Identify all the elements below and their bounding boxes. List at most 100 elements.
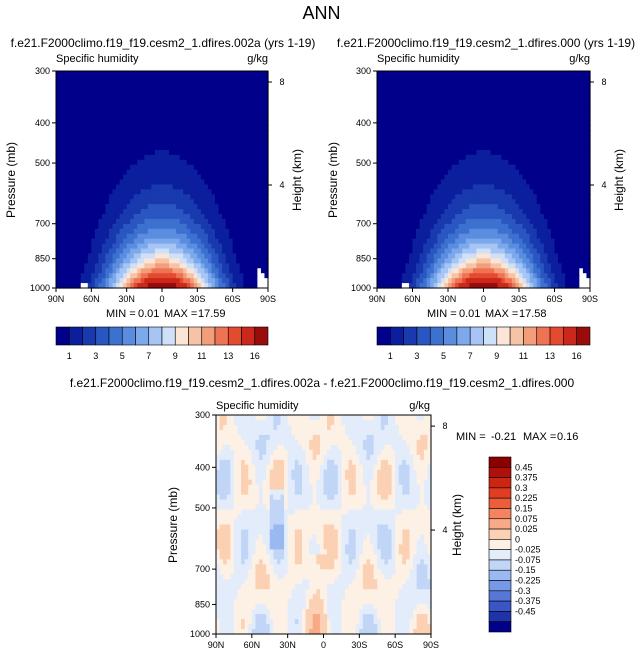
field-cell xyxy=(547,154,552,161)
field-cell xyxy=(218,209,223,215)
field-cell xyxy=(109,179,114,186)
field-cell xyxy=(490,85,495,92)
field-cell xyxy=(211,120,216,126)
field-cell xyxy=(193,115,198,121)
field-cell xyxy=(547,248,552,255)
field-cell xyxy=(207,144,213,151)
field-cell xyxy=(144,71,149,77)
field-cell xyxy=(133,174,138,181)
field-cell xyxy=(448,228,453,235)
field-cell xyxy=(151,209,156,215)
field-cell xyxy=(137,243,142,250)
field-cell xyxy=(77,125,82,131)
field-cell xyxy=(384,120,389,126)
field-cell xyxy=(472,120,477,126)
field-cell xyxy=(91,90,96,97)
field-cell xyxy=(197,110,202,116)
field-cell xyxy=(105,204,110,210)
field-cell xyxy=(151,174,156,181)
field-cell xyxy=(77,144,82,151)
field-cell xyxy=(483,85,488,92)
field-cell xyxy=(401,268,406,274)
field-cell xyxy=(197,105,202,112)
field-cell xyxy=(451,238,456,245)
field-cell xyxy=(225,144,230,151)
field-cell xyxy=(543,144,548,151)
field-cell xyxy=(109,283,114,289)
field-cell xyxy=(416,238,421,245)
field-cell xyxy=(232,110,237,116)
field-cell xyxy=(533,100,538,107)
field-cell xyxy=(515,209,520,215)
field-cell xyxy=(207,204,213,210)
field-cell xyxy=(211,199,216,205)
field-cell xyxy=(169,268,174,274)
field-cell xyxy=(398,243,403,250)
field-cell xyxy=(158,204,163,210)
field-cell xyxy=(176,100,181,107)
field-cell xyxy=(70,179,75,186)
field-cell xyxy=(165,85,170,92)
field-cell xyxy=(458,204,463,210)
field-cell xyxy=(73,283,78,289)
field-cell xyxy=(94,238,99,245)
field-cell xyxy=(176,223,181,230)
field-cell xyxy=(547,140,552,146)
field-cell xyxy=(515,154,520,161)
field-cell xyxy=(437,164,442,171)
field-cell xyxy=(70,149,75,156)
field-cell xyxy=(479,253,485,260)
field-cell xyxy=(133,125,138,131)
field-cell xyxy=(437,90,442,97)
field-cell xyxy=(543,174,548,181)
field-cell xyxy=(179,75,184,82)
field-cell xyxy=(176,75,181,82)
field-cell xyxy=(197,238,202,245)
field-cell xyxy=(130,268,135,274)
field-cell xyxy=(519,154,524,161)
field-cell xyxy=(232,140,237,146)
field-cell xyxy=(490,71,495,77)
field-cell xyxy=(190,75,195,82)
field-cell xyxy=(522,174,527,181)
field-cell xyxy=(207,209,213,215)
field-cell xyxy=(412,71,417,77)
field-cell xyxy=(490,130,495,136)
field-cell xyxy=(430,149,435,156)
field-cell xyxy=(394,283,399,289)
field-cell xyxy=(529,80,534,87)
field-cell xyxy=(408,263,414,269)
field-cell xyxy=(540,135,545,141)
field-cell xyxy=(172,149,177,156)
field-cell xyxy=(151,71,156,77)
field-cell xyxy=(183,204,188,210)
field-cell xyxy=(430,140,435,146)
field-cell xyxy=(494,110,499,116)
field-cell xyxy=(236,159,241,166)
field-cell xyxy=(408,135,414,141)
field-cell xyxy=(391,154,396,161)
field-cell xyxy=(91,85,96,92)
field-cell xyxy=(239,85,244,92)
field-cell xyxy=(253,144,258,151)
field-cell xyxy=(401,149,406,156)
field-cell xyxy=(222,154,227,161)
field-cell xyxy=(433,199,438,205)
field-cell xyxy=(66,174,71,181)
field-cell xyxy=(98,174,103,181)
field-cell xyxy=(430,105,435,112)
field-cell xyxy=(419,248,424,255)
field-cell xyxy=(236,140,241,146)
field-cell xyxy=(408,218,414,225)
field-cell xyxy=(522,209,527,215)
field-cell xyxy=(144,95,149,102)
field-cell xyxy=(218,184,223,190)
field-cell xyxy=(109,115,114,121)
field-cell xyxy=(472,100,477,107)
field-cell xyxy=(264,214,269,220)
field-cell xyxy=(522,120,527,126)
field-cell xyxy=(98,204,103,210)
field-cell xyxy=(504,120,509,126)
field-cell xyxy=(494,218,499,225)
field-cell xyxy=(162,169,167,176)
